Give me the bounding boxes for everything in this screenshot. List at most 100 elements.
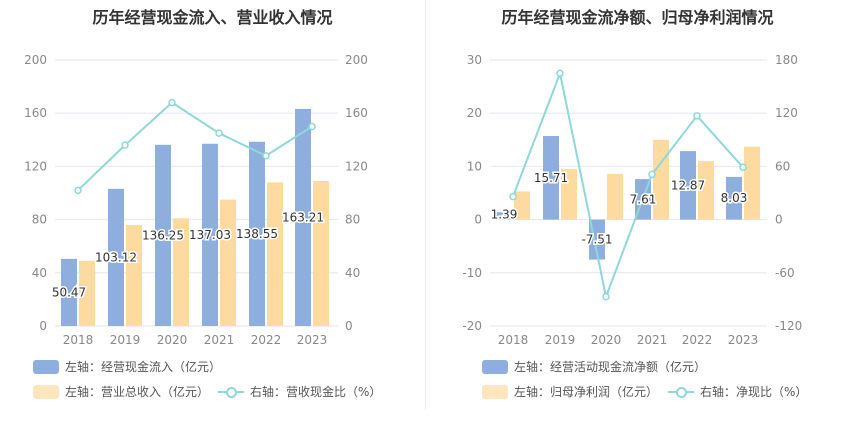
y-axis-right-tick-label: 160: [345, 106, 368, 120]
y-axis-right-tick-label: -120: [775, 319, 802, 333]
legend-label: 左轴：归母净利润（亿元）: [514, 385, 659, 399]
y-axis-left-tick-label: 120: [24, 159, 47, 173]
legend-item-net-cash-ratio[interactable]: 右轴：净现比（%）: [668, 383, 807, 400]
bar-cash-inflow: [295, 108, 311, 327]
x-axis-tick-label: 2021: [204, 333, 235, 347]
legend-item-cash-inflow[interactable]: 左轴：经营现金流入（亿元）: [33, 358, 221, 375]
bar-net-profit: [561, 169, 577, 220]
legend-label: 左轴：经营现金流入（亿元）: [65, 360, 222, 374]
legend-line-swatch: [668, 385, 694, 399]
x-axis-tick-label: 2022: [682, 333, 713, 347]
x-axis-tick-label: 2018: [498, 333, 529, 347]
legend-item-revenue[interactable]: 左轴：营业总收入（亿元）: [33, 383, 209, 400]
bar-cash-inflow: [61, 258, 77, 326]
bar-cash-inflow: [108, 188, 124, 326]
x-axis-tick-label: 2018: [63, 333, 94, 347]
legend-label: 左轴：营业总收入（亿元）: [65, 385, 210, 399]
legend-label: 右轴：净现比（%）: [700, 385, 808, 399]
bar-net-profit: [653, 139, 669, 220]
data-label: 50.47: [52, 285, 86, 299]
data-label: 136.25: [142, 228, 184, 242]
line-point: [121, 141, 129, 149]
data-label: -7.51: [581, 233, 612, 247]
bar-net-cash-flow: [680, 151, 696, 220]
line-revenue-cash-ratio: [77, 101, 313, 192]
chart-title: 历年经营现金流入、营业收入情况: [92, 8, 333, 27]
line-point: [74, 186, 82, 195]
bar-net-cash-flow: [543, 136, 559, 220]
legend-swatch: [482, 359, 508, 374]
y-axis-left-tick-label: 40: [32, 266, 47, 280]
data-label: 7.61: [630, 192, 657, 206]
x-axis-tick-label: 2022: [251, 333, 282, 347]
y-axis-left-tick-label: -10: [462, 266, 482, 280]
x-axis-tick-label: 2020: [157, 333, 188, 347]
panel-divider: [425, 0, 426, 410]
line-point: [693, 112, 701, 120]
data-label: 12.87: [671, 178, 705, 192]
y-axis-left-tick-label: 0: [39, 319, 47, 333]
bar-revenue: [220, 199, 236, 326]
y-axis-right-tick-label: 200: [345, 53, 368, 67]
y-axis-right-tick-label: 40: [345, 266, 360, 280]
x-axis-tick-label: 2023: [728, 333, 759, 347]
y-axis-right-tick-label: 180: [775, 53, 798, 67]
legend-item-net-cash-flow[interactable]: 左轴：经营活动现金流净额（亿元）: [482, 358, 706, 375]
bar-net-profit: [607, 173, 623, 220]
data-label: 163.21: [282, 210, 324, 224]
data-label: 1.39: [491, 208, 518, 222]
y-axis-left-tick-label: 30: [467, 53, 482, 67]
legend-item-net-profit[interactable]: 左轴：归母净利润（亿元）: [482, 383, 658, 400]
legend-swatch: [482, 384, 508, 399]
chart-panel-left: 历年经营现金流入、营业收入情况 0 40 80 120 160 200 0 40 80 120 16…: [24, 8, 381, 400]
x-axis-tick-label: 2023: [297, 333, 328, 347]
x-axis-tick-label: 2020: [591, 333, 622, 347]
bar-net-profit: [698, 161, 714, 220]
y-axis-left-tick-label: 160: [24, 106, 47, 120]
bar-net-cash-flow: [496, 212, 512, 220]
chart-panel-right: 历年经营现金流净额、归母净利润情况 -20 -10 0 10 20 30 -120 -60 0 6…: [425, 0, 850, 437]
y-axis-right-tick-label: -60: [775, 266, 795, 280]
legend-swatch: [33, 359, 59, 374]
line-net-cash-ratio: [512, 69, 744, 301]
legend-label: 左轴：经营活动现金流净额（亿元）: [514, 360, 707, 374]
data-label: 137.03: [189, 228, 231, 242]
y-axis-right-tick-label: 60: [775, 159, 790, 173]
y-axis-left-tick-label: 80: [32, 213, 47, 227]
y-axis-left-tick-label: 0: [474, 213, 482, 227]
legend-line-swatch: [218, 385, 244, 399]
line-point: [308, 122, 316, 131]
x-axis-tick-label: 2019: [545, 333, 576, 347]
bar-revenue: [173, 218, 189, 326]
bar-revenue: [313, 181, 329, 326]
line-point: [262, 152, 270, 160]
x-axis-tick-label: 2019: [110, 333, 141, 347]
legend-item-ratio[interactable]: 右轴：营收现金比（%）: [218, 383, 381, 400]
legend-label: 右轴：营收现金比（%）: [250, 385, 382, 399]
line-point: [509, 192, 517, 201]
y-axis-right-tick-label: 0: [775, 213, 783, 227]
data-label: 103.12: [95, 250, 137, 264]
bar-revenue: [126, 224, 142, 326]
data-label: 8.03: [721, 191, 748, 205]
legend-swatch: [33, 384, 59, 399]
line-point: [556, 69, 564, 78]
bar-net-profit: [514, 191, 530, 220]
chart-canvas-right: -20 -10 0 10 20 30 -120 -60 0 60 120 180 2018 2019 202…: [462, 53, 802, 347]
line-point: [215, 129, 223, 137]
y-axis-left-tick-label: -20: [462, 319, 482, 333]
data-label: 15.71: [534, 171, 568, 185]
y-axis-left-tick-label: 10: [467, 159, 482, 173]
bar-revenue: [267, 182, 283, 326]
chart-title: 历年经营现金流净额、归母净利润情况: [501, 8, 774, 27]
bar-cash-inflow: [155, 144, 171, 326]
y-axis-right-tick-label: 120: [775, 106, 798, 120]
y-axis-left-tick-label: 200: [24, 53, 47, 67]
y-axis-right-tick-label: 120: [345, 159, 368, 173]
y-axis-right-tick-label: 80: [345, 213, 360, 227]
line-point: [739, 163, 747, 172]
y-axis-right-tick-label: 0: [345, 319, 353, 333]
bar-revenue: [79, 260, 95, 326]
x-axis-tick-label: 2021: [637, 333, 668, 347]
bar-cash-inflow: [249, 141, 265, 326]
